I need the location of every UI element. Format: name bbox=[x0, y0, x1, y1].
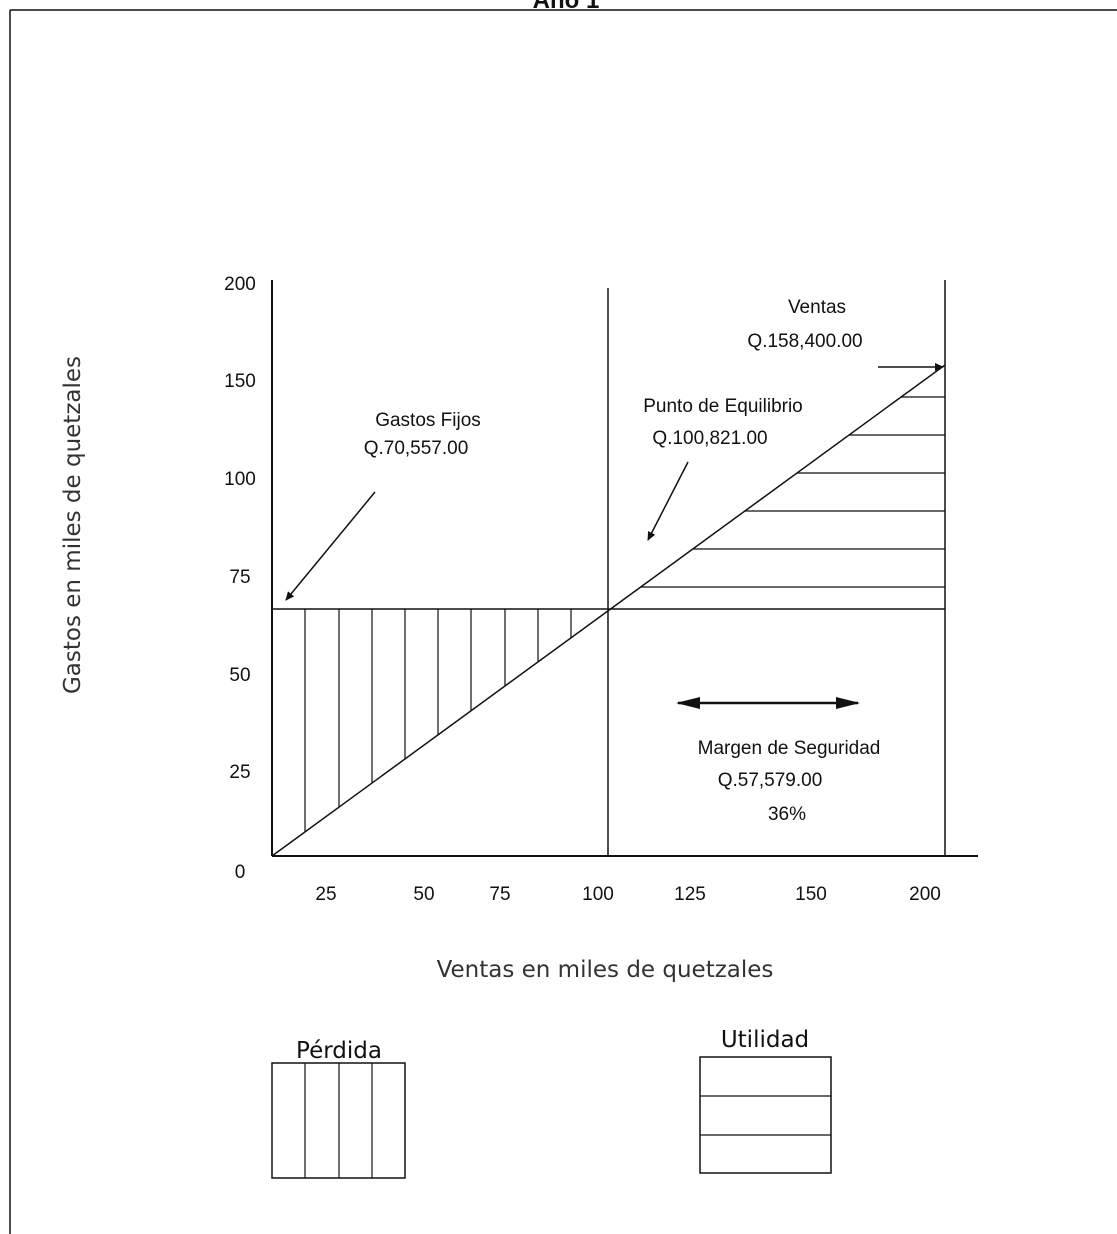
legend-profit-label: Utilidad bbox=[721, 1027, 809, 1053]
x-tick-label: 200 bbox=[909, 884, 941, 905]
y-tick-labels: 0 25 50 75 100 150 200 bbox=[224, 274, 256, 883]
break-even-label: Punto de Equilibrio bbox=[643, 396, 803, 417]
legend: Pérdida Utilidad bbox=[271, 1027, 832, 1179]
x-tick-label: 100 bbox=[582, 884, 614, 905]
x-tick-label: 75 bbox=[489, 884, 510, 905]
break-even-arrow bbox=[647, 461, 689, 541]
x-tick-labels: 25 50 75 100 125 150 200 bbox=[315, 884, 940, 905]
safety-margin-value: Q.57,579.00 bbox=[718, 770, 823, 791]
x-tick-label: 150 bbox=[795, 884, 827, 905]
y-tick-label: 50 bbox=[229, 665, 250, 686]
y-tick-label: 100 bbox=[224, 469, 256, 490]
profit-hatch-region bbox=[640, 396, 945, 588]
y-tick-label: 150 bbox=[224, 371, 256, 392]
legend-profit-swatch bbox=[699, 1056, 832, 1174]
break-even-value: Q.100,821.00 bbox=[652, 428, 767, 449]
loss-hatch-region bbox=[304, 609, 572, 832]
x-tick-label: 25 bbox=[315, 884, 336, 905]
y-tick-label: 0 bbox=[235, 862, 246, 883]
sales-line bbox=[271, 364, 946, 857]
fixed-costs-value: Q.70,557.00 bbox=[364, 438, 469, 459]
y-axis-label: Gastos en miles de quetzales bbox=[60, 356, 86, 694]
sales-value: Q.158,400.00 bbox=[747, 331, 862, 352]
y-tick-label: 200 bbox=[224, 274, 256, 295]
x-tick-label: 50 bbox=[413, 884, 434, 905]
sales-label: Ventas bbox=[788, 297, 846, 318]
chart-title: Año 1 bbox=[533, 0, 600, 14]
fixed-costs-arrow bbox=[285, 491, 376, 601]
safety-margin-percent: 36% bbox=[768, 804, 806, 825]
x-tick-label: 125 bbox=[674, 884, 706, 905]
legend-loss-label: Pérdida bbox=[296, 1038, 382, 1064]
safety-margin-label: Margen de Seguridad bbox=[698, 738, 881, 759]
x-axis-label: Ventas en miles de quetzales bbox=[437, 957, 774, 983]
y-tick-label: 75 bbox=[229, 567, 250, 588]
fixed-costs-label: Gastos Fijos bbox=[375, 410, 481, 431]
y-tick-label: 25 bbox=[229, 762, 250, 783]
